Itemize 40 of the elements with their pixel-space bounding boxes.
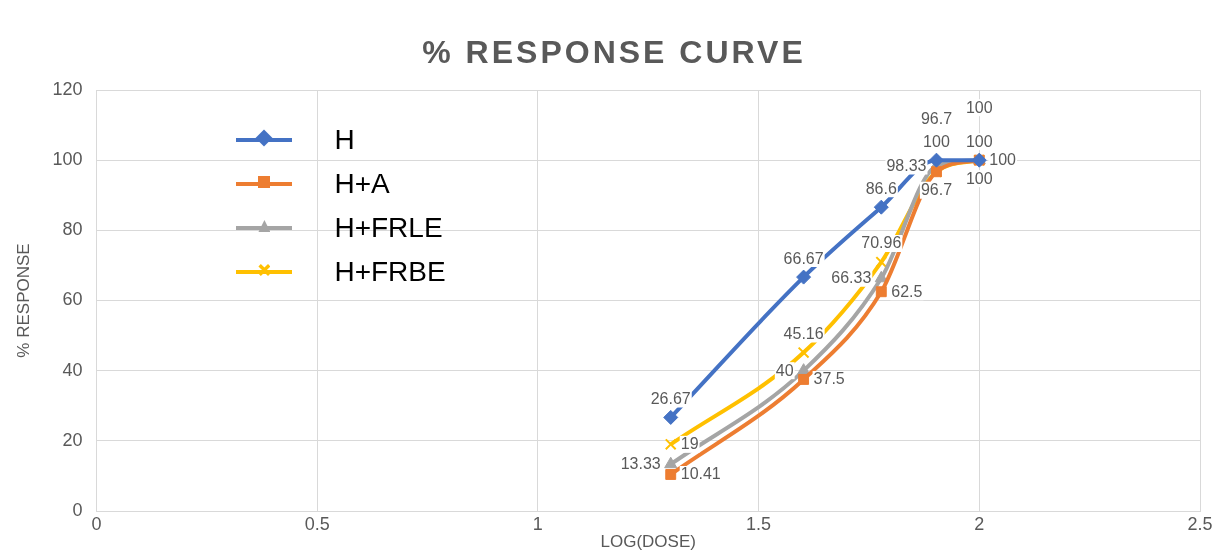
x-tick-label: 0 xyxy=(91,513,102,534)
data-label: 100 xyxy=(965,132,993,150)
data-label: 100 xyxy=(923,132,950,150)
data-label: 100 xyxy=(989,151,1017,169)
data-label: 19 xyxy=(680,435,699,453)
data-label: 26.67 xyxy=(650,389,691,407)
data-label: 13.33 xyxy=(620,455,661,473)
data-label: 96.7 xyxy=(920,110,953,128)
x-axis-title: LOG(DOSE) xyxy=(600,532,696,552)
data-label: 45.16 xyxy=(783,324,824,342)
data-label: 100 xyxy=(965,98,993,116)
data-label: 100 xyxy=(965,169,993,187)
data-label: 10.41 xyxy=(680,465,721,483)
data-label: 37.5 xyxy=(813,370,845,388)
x-tick-label: 2 xyxy=(974,513,985,534)
x-tick-label: 0.5 xyxy=(304,513,330,534)
y-tick-label: 0 xyxy=(72,499,83,520)
x-tick-label: 2.5 xyxy=(1187,513,1213,534)
y-tick-label: 40 xyxy=(62,359,83,380)
y-tick-label: 80 xyxy=(62,219,83,240)
y-tick-label: 100 xyxy=(52,149,83,170)
data-label: 62.5 xyxy=(891,282,923,300)
x-tick-label: 1 xyxy=(532,513,543,534)
chart-title: % RESPONSE CURVE xyxy=(421,34,807,71)
data-label: 66.67 xyxy=(783,249,824,267)
data-label: 96.7 xyxy=(920,181,953,199)
legend-label: H xyxy=(334,124,355,156)
legend-label: H+FRBE xyxy=(334,256,446,288)
legend-label: H+FRLE xyxy=(334,212,443,244)
y-tick-label: 60 xyxy=(62,289,83,310)
y-axis-title: % RESPONSE xyxy=(13,243,33,358)
data-label: 86.6 xyxy=(865,179,897,197)
y-tick-label: 120 xyxy=(52,78,83,99)
data-label: 40 xyxy=(775,361,794,379)
y-tick-label: 20 xyxy=(62,429,83,450)
x-tick-label: 1.5 xyxy=(746,513,772,534)
data-label: 98.33 xyxy=(886,156,927,174)
data-label: 66.33 xyxy=(831,269,872,287)
data-label: 70.96 xyxy=(861,234,902,252)
legend-label: H+A xyxy=(334,168,390,200)
